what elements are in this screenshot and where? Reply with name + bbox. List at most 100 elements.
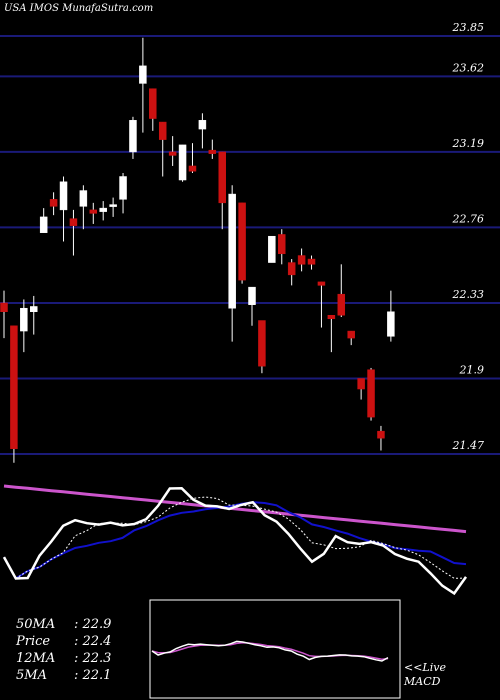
candle-34 <box>337 264 346 318</box>
macd-panel <box>149 599 401 699</box>
candle-body <box>387 311 395 337</box>
live-label: <<Live <box>404 661 446 674</box>
candle-38 <box>377 425 385 451</box>
candle-17 <box>168 136 177 166</box>
candle-body <box>10 325 18 449</box>
ma-dashed-line <box>3 496 467 580</box>
candle-31 <box>307 255 316 270</box>
candle-26 <box>258 320 266 374</box>
candle-body <box>69 218 78 226</box>
candle-body <box>158 121 167 140</box>
live-macd-label: <<Live MACD <box>404 661 446 689</box>
macd-line <box>151 640 389 662</box>
candle-2 <box>20 299 28 353</box>
candle-10 <box>99 201 107 221</box>
ma-mid-line <box>3 501 467 580</box>
candle-23 <box>228 185 236 342</box>
candle-body <box>307 258 316 265</box>
candle-30 <box>297 248 306 272</box>
candle-body <box>79 190 88 207</box>
candle-body <box>89 209 98 214</box>
candle-15 <box>149 88 157 131</box>
candle-body <box>258 320 266 367</box>
candle-body <box>377 430 385 439</box>
candle-20 <box>198 113 207 149</box>
stat-price: Price : 22.4 <box>16 633 111 650</box>
chart-title: USA IMOS MunafaSutra.com <box>4 3 154 14</box>
candle-16 <box>158 121 167 177</box>
candle-body <box>49 199 58 207</box>
candle-body <box>139 65 147 84</box>
candle-body <box>208 149 217 154</box>
candle-body <box>198 120 207 130</box>
candle-37 <box>367 367 375 421</box>
macd-frame <box>149 599 401 699</box>
candle-28 <box>278 229 286 265</box>
candle-21 <box>208 139 217 159</box>
candle-6 <box>59 176 68 242</box>
candle-1 <box>10 325 18 463</box>
stat-50ma-label: 50MA <box>16 617 56 632</box>
candle-body <box>168 151 177 156</box>
candle-3 <box>30 295 38 335</box>
stats-panel: 50MA : 22.9 Price : 22.4 12MA : 22.3 5MA… <box>16 616 111 684</box>
candle-7 <box>69 209 78 256</box>
stat-5ma-label: 5MA <box>16 668 47 683</box>
candle-body <box>178 144 187 181</box>
candle-36 <box>357 378 365 400</box>
candle-body <box>367 369 375 418</box>
candle-8 <box>79 185 88 230</box>
candle-body <box>119 176 127 200</box>
candle-9 <box>89 202 98 224</box>
candle-25 <box>248 286 256 326</box>
candle-body <box>287 262 296 276</box>
candle-body <box>248 286 256 305</box>
candle-4 <box>39 208 48 233</box>
candle-18 <box>178 144 187 182</box>
candle-22 <box>218 151 226 230</box>
candle-body <box>109 204 117 207</box>
candle-body <box>149 88 157 119</box>
candle-19 <box>188 143 197 173</box>
candle-body <box>357 378 365 390</box>
stat-5ma-value: : 22.1 <box>74 668 112 683</box>
candle-body <box>347 330 355 339</box>
moving-average-lines <box>2 484 468 596</box>
candle-body <box>317 281 326 286</box>
candle-body <box>59 181 68 211</box>
candle-24 <box>238 202 246 284</box>
candle-0 <box>0 290 8 339</box>
candle-32 <box>317 281 326 328</box>
macd-label: MACD <box>404 675 441 688</box>
y-tick-label-0: 23.85 <box>452 21 485 34</box>
candle-body <box>188 165 197 172</box>
candle-33 <box>327 315 336 353</box>
candle-27 <box>268 235 276 263</box>
candle-35 <box>347 330 355 346</box>
stat-50ma: 50MA : 22.9 <box>16 616 111 633</box>
candle-14 <box>139 37 147 133</box>
candle-body <box>297 255 306 265</box>
stat-12ma-label: 12MA <box>16 651 56 666</box>
ma-slow-line <box>3 484 467 534</box>
candle-body <box>278 234 286 255</box>
candle-12 <box>119 172 127 214</box>
candle-13 <box>129 116 137 159</box>
candle-29 <box>287 259 296 286</box>
candle-body <box>20 307 28 332</box>
candle-body <box>238 202 246 281</box>
y-tick-label-4: 22.33 <box>452 288 485 301</box>
candle-body <box>129 120 137 153</box>
stat-12ma-value: : 22.3 <box>74 651 112 666</box>
candle-39 <box>387 290 395 342</box>
stat-12ma: 12MA : 22.3 <box>16 650 111 667</box>
candle-body <box>99 207 107 212</box>
candle-body <box>0 302 8 312</box>
candle-body <box>228 193 236 309</box>
y-tick-label-5: 21.9 <box>459 363 485 376</box>
price-gridlines <box>0 35 500 455</box>
stat-50ma-value: : 22.9 <box>74 617 112 632</box>
y-tick-label-1: 23.62 <box>452 61 485 74</box>
y-tick-label-6: 21.47 <box>452 439 485 452</box>
stat-5ma: 5MA : 22.1 <box>16 667 111 684</box>
